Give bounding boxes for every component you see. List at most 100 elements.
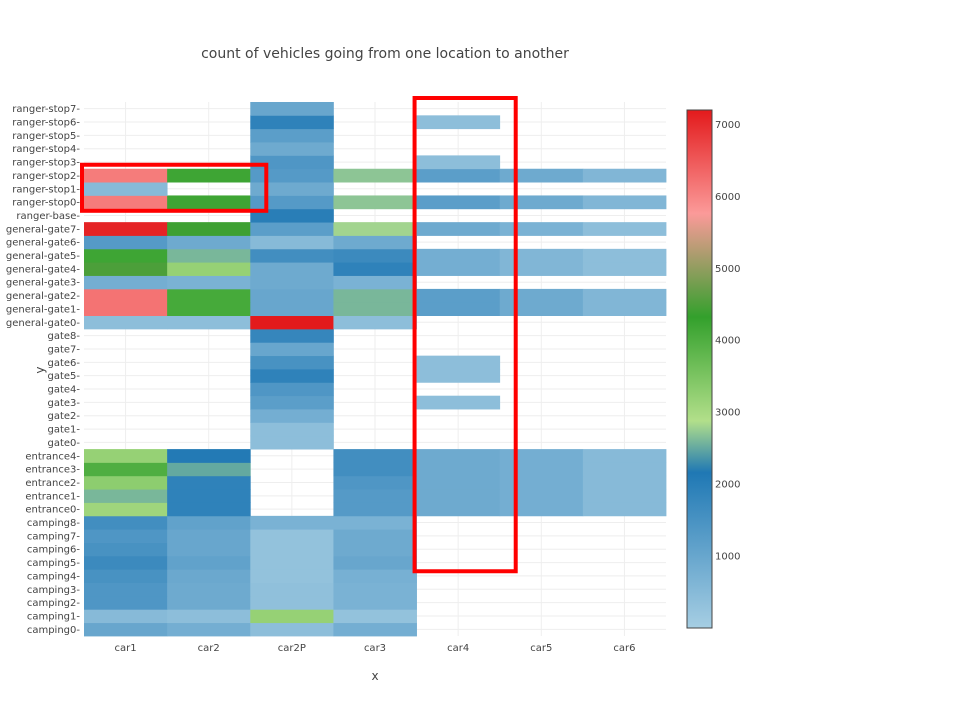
heatmap-cell [333, 515, 417, 530]
heatmap-cell [250, 622, 334, 637]
heatmap-cell [167, 622, 251, 637]
heatmap-cell [84, 582, 168, 597]
heatmap-cell [416, 248, 501, 263]
heatmap-cell [416, 155, 501, 170]
heatmap-cell [582, 449, 667, 463]
y-axis-title: y [33, 366, 47, 373]
heatmap-cell [250, 155, 334, 170]
heatmap-cell [333, 502, 417, 517]
y-tick-label: gate0- [47, 438, 80, 449]
heatmap-cell [167, 315, 251, 330]
heatmap-cell [84, 449, 168, 463]
heatmap-cell [167, 275, 251, 290]
y-tick-label: gate4- [47, 385, 80, 396]
heatmap-cell [499, 248, 584, 263]
heatmap-cell [167, 302, 251, 316]
y-tick-label: ranger-stop6- [12, 118, 80, 129]
y-tick-label: ranger-stop4- [12, 144, 80, 155]
heatmap-cell [167, 248, 251, 263]
heatmap-cell [250, 395, 334, 410]
colorbar-tick-label: 6000 [715, 192, 740, 203]
heatmap-cell [250, 168, 334, 183]
heatmap-cell [333, 595, 417, 610]
y-tick-label: camping4- [27, 571, 81, 582]
heatmap-cell [416, 262, 501, 276]
heatmap-cell [499, 168, 584, 183]
heatmap-cell [250, 208, 334, 223]
y-tick-label: ranger-stop1- [12, 184, 80, 195]
heatmap-cell [499, 195, 584, 210]
x-tick-label: car6 [613, 643, 635, 654]
y-tick-label: general-gate7- [6, 224, 81, 235]
heatmap-cell [333, 609, 417, 624]
heatmap-cell [167, 462, 251, 477]
heatmap-cell [84, 529, 168, 543]
heatmap-cell [250, 355, 334, 370]
heatmap-cell [250, 102, 334, 116]
heatmap-cell [84, 168, 168, 183]
heatmap-cell [582, 262, 667, 276]
heatmap-cell [250, 302, 334, 316]
x-tick-label: car2 [198, 643, 220, 654]
y-axis-ticks: camping0- camping1- camping2- camping3- camp… [6, 104, 81, 636]
y-tick-label: entrance4- [25, 451, 80, 462]
colorbar-tick-label: 5000 [715, 264, 740, 275]
heatmap-cell [84, 462, 168, 477]
heatmap-cell [333, 195, 417, 210]
heatmap-cell [416, 195, 501, 210]
y-tick-label: entrance3- [25, 465, 80, 476]
colorbar-tick-label: 3000 [715, 408, 740, 419]
heatmap-cell [250, 435, 334, 450]
heatmap-cell [167, 449, 251, 463]
heatmap-cell [167, 582, 251, 597]
heatmap-cell [167, 609, 251, 624]
y-tick-label: general-gate3- [6, 278, 81, 289]
heatmap-cell [499, 262, 584, 276]
heatmap-cell [84, 315, 168, 330]
heatmap-cell [84, 569, 168, 583]
heatmap-cell [250, 262, 334, 276]
heatmap-cell [167, 288, 251, 303]
heatmap-cell [167, 569, 251, 583]
y-tick-label: camping8- [27, 518, 81, 529]
y-tick-label: general-gate4- [6, 264, 81, 275]
heatmap-cell [582, 475, 667, 490]
heatmap-cell [167, 195, 251, 210]
heatmap-cell [250, 369, 334, 383]
x-tick-label: car5 [530, 643, 552, 654]
heatmap-cell [333, 462, 417, 477]
y-tick-label: general-gate6- [6, 238, 81, 249]
colorbar-tick-label: 2000 [715, 480, 740, 491]
heatmap-cell [416, 475, 501, 490]
y-tick-label: gate6- [47, 358, 80, 369]
heatmap-cell [333, 315, 417, 330]
heatmap-cell [333, 302, 417, 316]
heatmap-cell [250, 382, 334, 397]
heatmap-cell [250, 542, 334, 557]
heatmap-cell [250, 288, 334, 303]
colorbar-gradient [686, 109, 713, 629]
heatmap-cell [333, 222, 417, 236]
y-tick-label: gate3- [47, 398, 80, 409]
heatmap-cell [84, 595, 168, 610]
x-tick-label: car3 [364, 643, 386, 654]
heatmap-cell [84, 502, 168, 517]
chart-title: count of vehicles going from one locatio… [201, 46, 569, 62]
heatmap-cell [84, 262, 168, 276]
heatmap-cell [250, 195, 334, 210]
heatmap-cell [416, 449, 501, 463]
heatmap-cell [250, 315, 334, 330]
y-tick-label: camping3- [27, 585, 81, 596]
heatmap-cell [84, 235, 168, 250]
heatmap-cell [167, 168, 251, 183]
heatmap-cell [167, 542, 251, 557]
y-tick-label: gate1- [47, 425, 80, 436]
heatmap-cell [84, 248, 168, 263]
heatmap-cell [416, 462, 501, 477]
x-tick-label: car1 [115, 643, 137, 654]
x-tick-label: car4 [447, 643, 469, 654]
heatmap-cell [84, 222, 168, 236]
heatmap-cell [416, 222, 501, 236]
heatmap-cell [167, 595, 251, 610]
heatmap-cell [84, 622, 168, 637]
